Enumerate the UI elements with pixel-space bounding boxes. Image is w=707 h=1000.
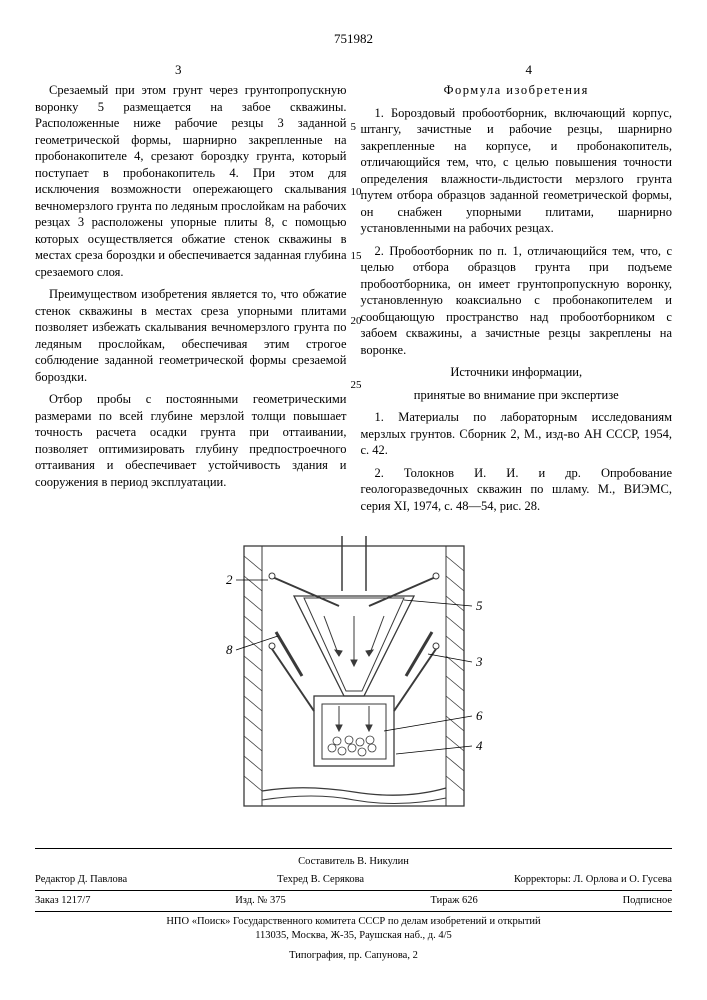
page-numbers: 3 4: [35, 61, 672, 78]
footer-block: Составитель В. Никулин Редактор Д. Павло…: [35, 848, 672, 962]
document-number: 751982: [35, 30, 672, 47]
left-p1: Срезаемый при этом грунт через грунтопро…: [35, 82, 347, 280]
ln-10: 10: [351, 185, 362, 200]
izd-num: Изд. № 375: [235, 894, 286, 908]
typography-line: Типография, пр. Сапунова, 2: [35, 949, 672, 963]
left-column: Срезаемый при этом грунт через грунтопро…: [35, 82, 347, 520]
compiler-credit: Составитель В. Никулин: [35, 855, 672, 869]
margin-line-numbers: 5 10 15 20 25: [351, 82, 362, 393]
right-column: 5 10 15 20 25 Формула изобретения 1. Бор…: [361, 82, 673, 520]
fig-label-6: 6: [476, 708, 483, 723]
publication-row: Заказ 1217/7 Изд. № 375 Тираж 626 Подпис…: [35, 890, 672, 912]
ln-5: 5: [351, 120, 362, 135]
formula-title: Формула изобретения: [361, 82, 673, 99]
fig-label-2: 2: [226, 572, 233, 587]
ln-25: 25: [351, 378, 362, 393]
ln-20: 20: [351, 314, 362, 329]
fig-label-4: 4: [476, 738, 483, 753]
editor-credit: Редактор Д. Павлова: [35, 873, 127, 887]
left-p2: Преимуществом изобретения является то, ч…: [35, 286, 347, 385]
correctors-credit: Корректоры: Л. Орлова и О. Гусева: [514, 873, 672, 887]
claim-1: 1. Бороздовый пробоотборник, включающий …: [361, 105, 673, 237]
technical-figure: 2 8 5 6 4 3: [35, 536, 672, 836]
fig-label-8: 8: [226, 642, 233, 657]
text-columns: Срезаемый при этом грунт через грунтопро…: [35, 82, 672, 520]
page-left: 3: [175, 61, 182, 78]
publisher-2: 113035, Москва, Ж-35, Раушская наб., д. …: [35, 929, 672, 943]
subscription: Подписное: [623, 894, 672, 908]
tirazh: Тираж 626: [431, 894, 478, 908]
credits-row: Редактор Д. Павлова Техред В. Серякова К…: [35, 873, 672, 887]
order-num: Заказ 1217/7: [35, 894, 90, 908]
reference-1: 1. Материалы по лабораторным исследовани…: [361, 409, 673, 459]
claim-2: 2. Пробоотборник по п. 1, отличающийся т…: [361, 243, 673, 359]
sources-title: Источники информации,: [361, 364, 673, 381]
fig-label-3: 3: [475, 654, 483, 669]
fig-label-5: 5: [476, 598, 483, 613]
ln-15: 15: [351, 249, 362, 264]
left-p3: Отбор пробы с постоянными геометрическим…: [35, 391, 347, 490]
device-diagram-svg: 2 8 5 6 4 3: [204, 536, 504, 836]
page-right: 4: [526, 61, 533, 78]
techred-credit: Техред В. Серякова: [277, 873, 364, 887]
publisher-1: НПО «Поиск» Государственного комитета СС…: [35, 915, 672, 929]
reference-2: 2. Толокнов И. И. и др. Опробование геол…: [361, 465, 673, 515]
sources-subtitle: принятые во внимание при экспертизе: [361, 387, 673, 404]
